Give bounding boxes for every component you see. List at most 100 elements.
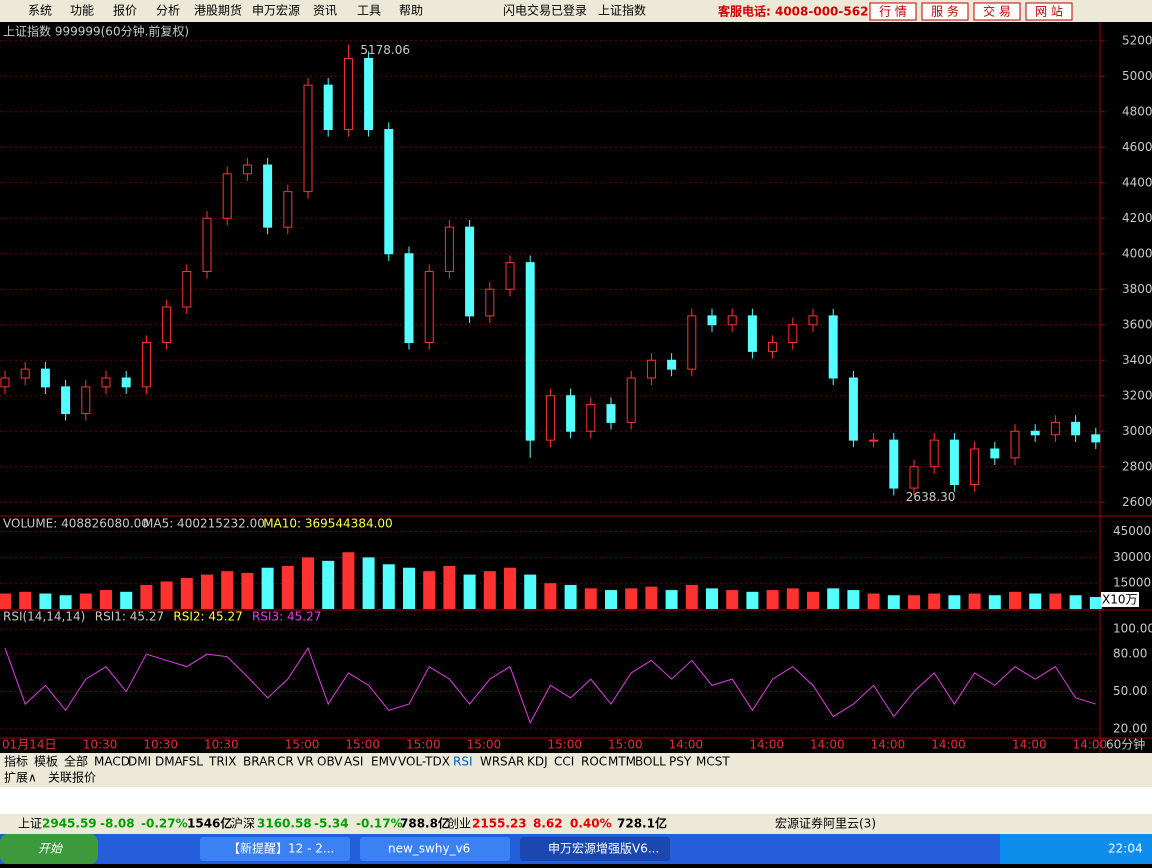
volume-bar (685, 584, 698, 609)
indicator-tab[interactable]: 全部 (64, 754, 88, 769)
volume-bar (39, 593, 52, 609)
x-tick-label: 14:00 (1073, 738, 1108, 752)
volume-bar (1069, 595, 1082, 609)
tab[interactable]: 扩展∧ (4, 771, 37, 785)
indicator-tab[interactable]: DMA (155, 755, 184, 769)
indicator-tab[interactable]: MTM (608, 755, 636, 769)
x-tick-label: 10:30 (83, 738, 118, 752)
task-label[interactable]: 申万宏源增强版V6... (548, 841, 659, 856)
indicator-tab[interactable]: DMI (128, 755, 151, 769)
indicator-tab[interactable]: MCST (696, 755, 730, 769)
menu-item[interactable]: 功能 (70, 4, 94, 18)
task-button[interactable] (360, 837, 510, 861)
indicator-tab[interactable]: OBV (317, 755, 343, 769)
tab[interactable]: 关联报价 (48, 770, 96, 785)
min-label: 2638.30 (906, 490, 956, 504)
volume-bar (160, 581, 173, 609)
x-tick-label: 01月14日 (2, 738, 57, 752)
task-label[interactable]: 【新提醒】12 - 2... (228, 841, 334, 856)
volume-bar (79, 593, 92, 609)
volume-header: MA5: 400215232.00 (143, 517, 265, 531)
menu-item[interactable]: 报价 (113, 3, 137, 18)
volume-bar (504, 567, 516, 609)
nav-button-label[interactable]: 服 务 (931, 4, 959, 19)
indicator-tab[interactable]: ROC (581, 755, 607, 769)
volume-bar (423, 571, 436, 609)
hotline: 客服电话: 4008-000-562 (717, 4, 868, 19)
broker: 宏源证券阿里云(3) (775, 816, 876, 831)
status-item: -0.17% (356, 817, 403, 831)
status-bar (0, 814, 1152, 834)
indicator-tab[interactable]: 模板 (34, 755, 58, 769)
indicator-tab[interactable]: VOL-TDX (398, 755, 450, 769)
indicator-tab[interactable]: PSY (669, 755, 692, 769)
nav-button[interactable] (973, 2, 1021, 21)
indicator-tab[interactable]: ASI (344, 755, 363, 769)
indicator-tab[interactable]: CR (277, 755, 294, 769)
menu-item[interactable]: 系统 (28, 4, 52, 18)
indicator-tab[interactable]: FSL (182, 755, 203, 769)
volume-bar (887, 595, 900, 609)
nav-button-label[interactable]: 交 易 (983, 4, 1011, 19)
y-tick-label: 15000 (1113, 576, 1151, 590)
menu-item[interactable]: 申万宏源 (252, 3, 300, 18)
volume-bar (908, 595, 920, 609)
indicator-tab[interactable]: RSI (453, 755, 473, 769)
volume-bar (706, 588, 718, 609)
volume-bar (342, 552, 355, 609)
candle-body (364, 58, 374, 130)
x-tick-label: 10:30 (143, 738, 178, 752)
indicator-tab[interactable]: WR (480, 755, 500, 769)
volume-bar (544, 583, 557, 609)
candle-body (182, 271, 192, 308)
volume-bar (746, 591, 759, 609)
candle-body (121, 377, 131, 388)
task-label[interactable]: new_swhy_v6 (388, 842, 470, 856)
nav-button[interactable] (921, 2, 969, 21)
volume-bar (605, 590, 617, 609)
nav-button[interactable] (1025, 2, 1073, 21)
volume-bar (221, 571, 234, 609)
candle-body (141, 342, 151, 388)
candle-body (525, 262, 535, 441)
rsi-header: RSI3: 45.27 (252, 610, 321, 624)
menu-item[interactable]: 港股期货 (194, 3, 242, 18)
menu-item[interactable]: 资讯 (313, 4, 337, 18)
candle-body (242, 164, 252, 175)
volume-bar (584, 588, 597, 609)
indicator-tab[interactable]: EMV (371, 755, 398, 769)
candle-body (848, 377, 858, 441)
menu-item[interactable]: 工具 (357, 4, 381, 18)
candle-body (343, 58, 353, 130)
status-item: -8.08 (100, 817, 135, 831)
status-item: 788.8亿 (400, 816, 450, 831)
indicator-tab[interactable]: 指标 (4, 754, 28, 769)
menu-item[interactable]: 帮助 (399, 4, 423, 18)
task-button[interactable] (200, 837, 350, 861)
task-button[interactable] (520, 837, 670, 861)
candle-body (202, 217, 212, 272)
menu-item[interactable]: 分析 (156, 4, 180, 18)
candle-body (465, 226, 475, 317)
volume-bar (443, 566, 456, 609)
y-tick-label: 4600 (1122, 140, 1152, 154)
indicator-tab[interactable]: VR (297, 755, 314, 769)
status-item: -5.34 (314, 817, 349, 831)
candle-body (0, 377, 10, 388)
indicator-tab[interactable]: SAR (500, 755, 524, 769)
indicator-tab[interactable]: BOLL (635, 755, 666, 769)
indicator-tab[interactable]: KDJ (527, 755, 548, 769)
start-label[interactable]: 开始 (38, 842, 63, 856)
indicator-tab[interactable]: CCI (554, 755, 574, 769)
nav-button-label[interactable]: 网 站 (1035, 5, 1063, 19)
nav-button[interactable] (869, 2, 917, 21)
nav-button-label[interactable]: 行 情 (879, 5, 907, 19)
start-button[interactable] (0, 834, 98, 864)
indicator-tab[interactable]: TRIX (208, 755, 236, 769)
y-tick-label: 45000 (1113, 524, 1151, 538)
indicator-tab[interactable]: BRAR (243, 755, 276, 769)
candle-body (384, 129, 394, 255)
x-tick-label: 15:00 (547, 738, 582, 752)
indicator-tab[interactable]: MACD (94, 755, 130, 769)
x-tick-label: 14:00 (749, 738, 784, 752)
